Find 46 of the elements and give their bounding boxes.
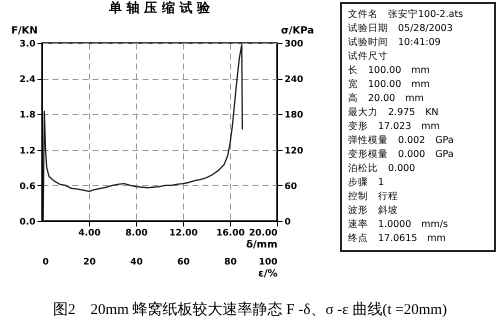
x2-tick-label: 0 bbox=[42, 258, 49, 268]
x-axis-title: δ/mm bbox=[246, 240, 278, 250]
text: 变形 17.023 mm bbox=[348, 121, 441, 133]
text: 高 20.00 mm bbox=[348, 93, 425, 105]
y2-tick-label: 180 bbox=[284, 110, 304, 121]
text: 控制 行程 bbox=[348, 191, 399, 203]
caption: 图2 20mm 蜂窝纸板较大速率静态 F -δ、σ -ε 曲线(t =20mm) bbox=[52, 300, 448, 319]
y2-axis-title: σ/KPa bbox=[281, 26, 314, 36]
text: 长 100.00 mm bbox=[348, 65, 431, 77]
y2-tick-label: 240 bbox=[284, 75, 304, 86]
y-tick-label: 0.0 bbox=[20, 218, 36, 228]
y-tick-label: 1.2 bbox=[20, 146, 36, 156]
y2-tick-label: 60 bbox=[284, 182, 298, 192]
y2-tick-label: 0 bbox=[284, 218, 291, 228]
y-tick-label: 2.4 bbox=[20, 75, 36, 86]
y-axis-title: F/KN bbox=[11, 26, 38, 36]
x2-axis-title: ε/% bbox=[258, 268, 278, 280]
x-tick-label: 8.00 bbox=[125, 228, 148, 238]
y-tick-label: 0.6 bbox=[20, 182, 36, 192]
text: 变形模量 0.000 GPa bbox=[348, 149, 455, 161]
text: 宽 100.00 mm bbox=[348, 79, 431, 91]
x2-tick-label: 40 bbox=[130, 258, 143, 268]
text: 试验日期 05/28/2003 bbox=[348, 23, 454, 35]
x2-tick-label: 20 bbox=[83, 258, 96, 268]
x-tick-label: 20.00 bbox=[249, 228, 278, 238]
text: 泊松比 0.000 bbox=[348, 163, 416, 175]
text: 弹性模量 0.002 GPa bbox=[348, 135, 455, 147]
chart-title: 单 轴 压 缩 试 验 bbox=[108, 0, 211, 16]
text: 试件尺寸 bbox=[348, 51, 389, 63]
text: 文件名 张安宁100-2.ats bbox=[348, 9, 464, 21]
text: 试验时间 10:41:09 bbox=[348, 37, 442, 49]
y2-tick-label: 300 bbox=[284, 40, 304, 50]
text: 步骤 1 bbox=[348, 177, 386, 189]
text: 最大力 2.975 KN bbox=[348, 107, 440, 119]
y-tick-label: 1.8 bbox=[20, 110, 36, 121]
x2-tick-label: 60 bbox=[177, 258, 190, 268]
text: 终点 17.0615 mm bbox=[348, 233, 447, 245]
x-tick-label: 4.00 bbox=[78, 228, 101, 238]
y-tick-label: 3.0 bbox=[20, 40, 36, 50]
x-tick-label: 12.00 bbox=[169, 228, 198, 238]
x2-tick-label: 80 bbox=[224, 258, 237, 268]
text: 速率 1.0000 mm/s bbox=[348, 219, 449, 231]
y2-tick-label: 120 bbox=[284, 146, 304, 156]
x-tick-label: 16.00 bbox=[216, 228, 245, 238]
text: 波形 斜坡 bbox=[348, 205, 399, 217]
x2-tick-label: 100 bbox=[258, 258, 278, 268]
